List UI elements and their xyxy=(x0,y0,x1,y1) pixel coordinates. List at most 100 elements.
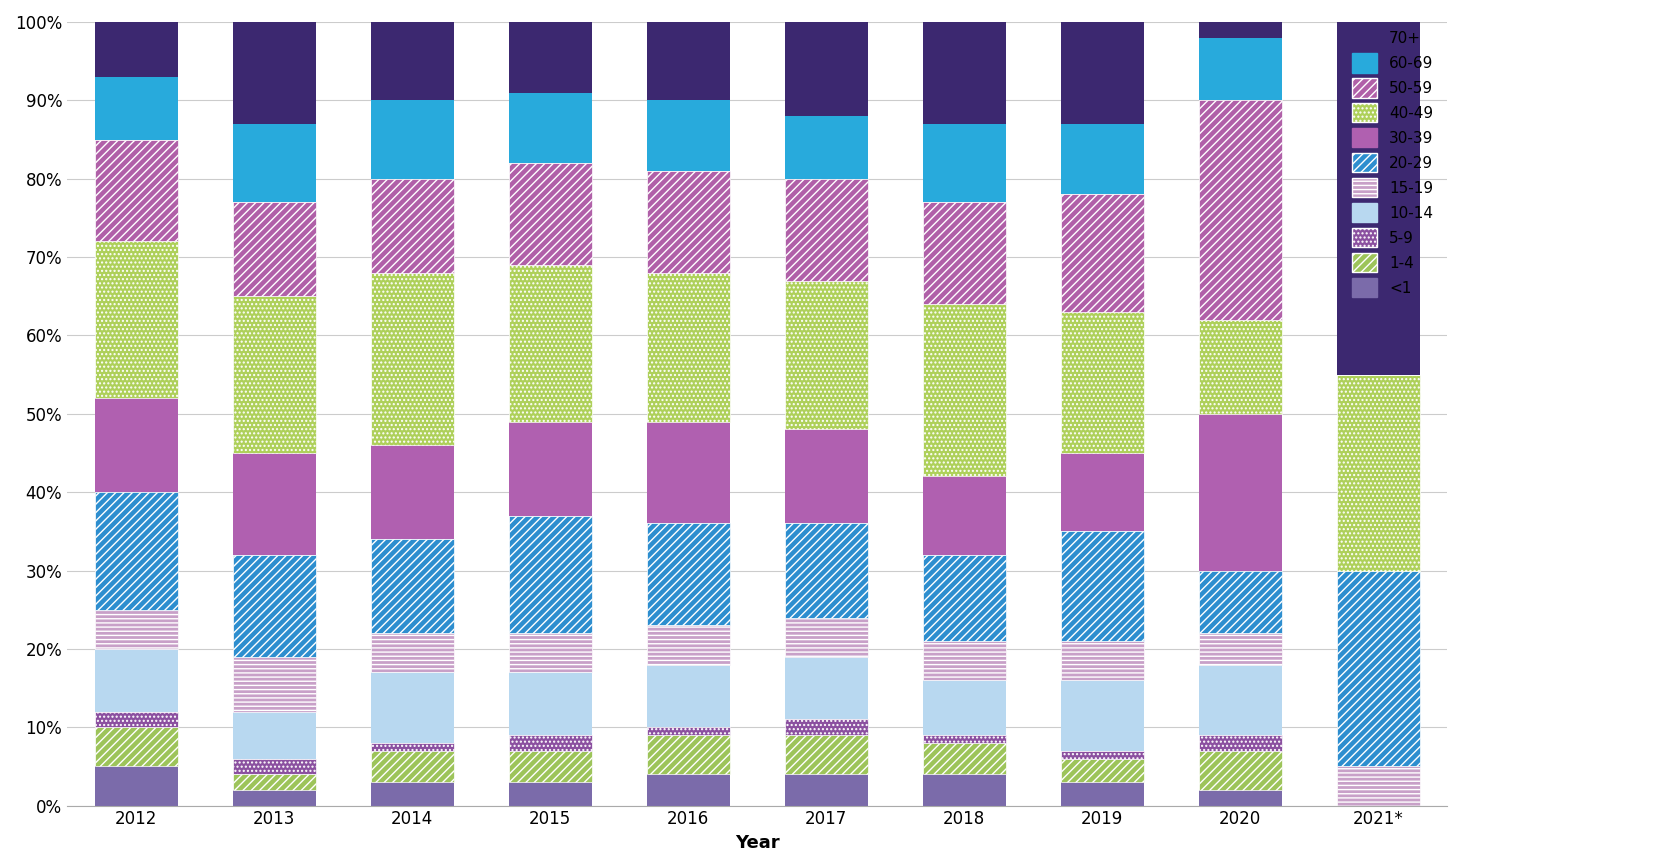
Bar xyxy=(1337,22,1420,375)
Bar xyxy=(371,673,453,743)
Bar xyxy=(647,727,730,735)
Bar xyxy=(232,656,316,712)
Bar xyxy=(785,617,867,656)
Bar xyxy=(1061,782,1143,805)
Bar xyxy=(1198,37,1282,101)
Bar xyxy=(1061,124,1143,194)
Bar xyxy=(232,202,316,297)
Bar xyxy=(1198,790,1282,805)
Bar xyxy=(647,101,730,171)
Bar xyxy=(785,524,867,617)
Bar xyxy=(647,524,730,625)
Bar xyxy=(785,720,867,735)
Bar xyxy=(95,610,177,649)
Bar xyxy=(1198,414,1282,570)
Bar xyxy=(922,304,1006,477)
Bar xyxy=(95,398,177,492)
Bar xyxy=(1061,531,1143,641)
Bar xyxy=(1198,570,1282,633)
Bar xyxy=(232,790,316,805)
Bar xyxy=(508,673,592,735)
Bar xyxy=(371,782,453,805)
Bar xyxy=(508,22,592,93)
Bar xyxy=(232,22,316,124)
Bar xyxy=(232,712,316,759)
Bar xyxy=(95,766,177,805)
Bar xyxy=(371,22,453,101)
Bar xyxy=(647,421,730,524)
Bar xyxy=(508,421,592,516)
Bar xyxy=(785,656,867,720)
Bar xyxy=(647,22,730,101)
Bar xyxy=(232,774,316,790)
Bar xyxy=(647,625,730,664)
Bar xyxy=(1061,22,1143,124)
Bar xyxy=(1061,312,1143,453)
Bar xyxy=(785,22,867,116)
Bar xyxy=(95,77,177,140)
Bar xyxy=(647,664,730,727)
Bar xyxy=(922,124,1006,202)
Bar xyxy=(95,712,177,727)
Bar xyxy=(508,163,592,265)
Bar xyxy=(647,171,730,273)
Bar xyxy=(922,681,1006,735)
Bar xyxy=(232,759,316,774)
Bar xyxy=(508,265,592,421)
Bar xyxy=(371,539,453,633)
X-axis label: Year: Year xyxy=(735,834,779,852)
Bar xyxy=(508,735,592,751)
Bar xyxy=(232,555,316,656)
Bar xyxy=(647,735,730,774)
Legend: 70+, 60-69, 50-59, 40-49, 30-39, 20-29, 15-19, 10-14, 5-9, 1-4, <1: 70+, 60-69, 50-59, 40-49, 30-39, 20-29, … xyxy=(1347,22,1439,303)
Bar xyxy=(508,782,592,805)
Bar xyxy=(785,735,867,774)
Bar xyxy=(922,641,1006,681)
Bar xyxy=(1198,633,1282,664)
Bar xyxy=(508,751,592,782)
Bar xyxy=(371,445,453,539)
Bar xyxy=(922,555,1006,641)
Bar xyxy=(508,516,592,633)
Bar xyxy=(371,751,453,782)
Bar xyxy=(508,633,592,673)
Bar xyxy=(95,140,177,241)
Bar xyxy=(922,774,1006,805)
Bar xyxy=(647,774,730,805)
Bar xyxy=(1337,570,1420,766)
Bar xyxy=(1198,320,1282,414)
Bar xyxy=(1061,453,1143,531)
Bar xyxy=(1198,22,1282,37)
Bar xyxy=(1061,681,1143,751)
Bar xyxy=(232,453,316,555)
Bar xyxy=(785,429,867,524)
Bar xyxy=(232,124,316,202)
Bar xyxy=(371,273,453,445)
Bar xyxy=(922,735,1006,743)
Bar xyxy=(95,241,177,398)
Bar xyxy=(922,202,1006,304)
Bar xyxy=(1061,194,1143,312)
Bar xyxy=(95,649,177,712)
Bar xyxy=(922,743,1006,774)
Bar xyxy=(1198,101,1282,320)
Bar xyxy=(371,743,453,751)
Bar xyxy=(1337,766,1420,805)
Bar xyxy=(785,179,867,281)
Bar xyxy=(95,492,177,610)
Bar xyxy=(922,477,1006,555)
Bar xyxy=(1061,641,1143,681)
Bar xyxy=(1061,759,1143,782)
Bar xyxy=(232,297,316,453)
Bar xyxy=(1198,664,1282,735)
Bar xyxy=(95,22,177,77)
Bar xyxy=(785,281,867,429)
Bar xyxy=(785,774,867,805)
Bar xyxy=(785,116,867,179)
Bar xyxy=(371,179,453,273)
Bar xyxy=(508,93,592,163)
Bar xyxy=(371,101,453,179)
Bar xyxy=(1198,735,1282,751)
Bar xyxy=(1198,751,1282,790)
Bar xyxy=(371,633,453,673)
